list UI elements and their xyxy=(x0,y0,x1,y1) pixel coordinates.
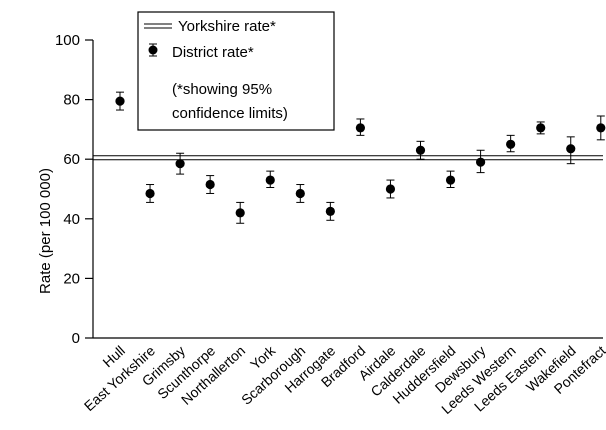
point-huddersfield xyxy=(445,175,456,185)
point-bradford xyxy=(355,123,365,133)
point-york xyxy=(265,175,275,185)
legend-point-label: District rate* xyxy=(172,44,254,61)
point-calderdale xyxy=(415,145,426,155)
legend-box xyxy=(137,11,335,131)
point-east-yorkshire xyxy=(145,188,155,199)
yorkshire-rate-line xyxy=(93,155,603,161)
y-axis-title: Rate (per 100 000) xyxy=(37,168,54,294)
point-pontefract xyxy=(596,123,606,133)
point-hull xyxy=(115,96,125,106)
y-tick-label-100: 100 xyxy=(55,32,80,49)
point-leeds-western xyxy=(506,139,516,149)
y-tick-label-20: 20 xyxy=(63,270,80,287)
legend-line-label: Yorkshire rate* xyxy=(178,18,276,35)
legend-note-line1: (*showing 95% xyxy=(172,81,272,98)
y-tick-label-0: 0 xyxy=(72,330,80,347)
axes: 0 20 40 60 80 100 xyxy=(55,32,603,347)
point-dewsbury xyxy=(476,157,486,167)
point-airdale xyxy=(385,184,396,194)
y-tick-label-80: 80 xyxy=(63,92,80,109)
point-harrogate xyxy=(325,206,335,216)
legend: Yorkshire rate* District rate* (*showing… xyxy=(137,11,335,131)
district-points xyxy=(115,91,606,224)
point-scunthorpe xyxy=(205,179,215,190)
point-wakefield xyxy=(566,144,576,154)
legend-note-line2: confidence limits) xyxy=(172,105,288,122)
point-scarborough xyxy=(295,188,305,199)
point-leeds-eastern xyxy=(536,123,546,133)
legend-point-symbol xyxy=(148,45,158,55)
y-tick-label-40: 40 xyxy=(63,211,80,228)
point-northallerton xyxy=(235,208,245,218)
y-tick-label-60: 60 xyxy=(63,151,80,168)
point-grimsby xyxy=(175,159,185,169)
